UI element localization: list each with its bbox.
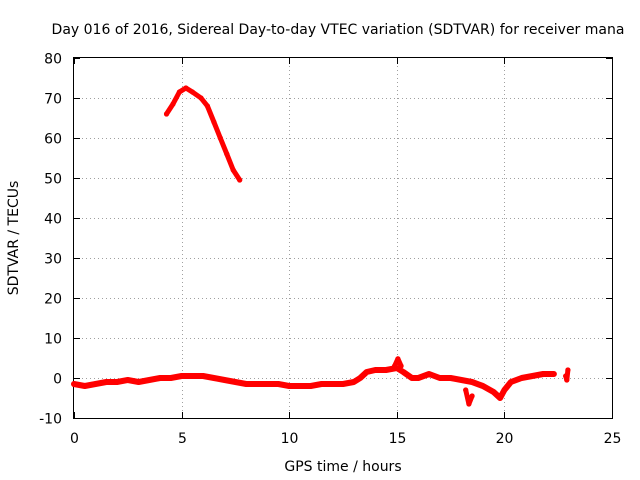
data-point [340,381,346,387]
data-point [519,375,525,381]
x-tick-label: 25 [604,431,622,447]
data-point [176,89,182,95]
data-point [466,401,472,407]
series-sdtvar-baseline [71,365,557,401]
data-point [211,119,217,125]
data-point [448,375,454,381]
data-point [497,395,503,401]
data-point [125,377,131,383]
series-sdtvar-high-arc [164,85,243,183]
data-point [198,95,204,101]
data-point [329,381,335,387]
data-point [529,373,536,379]
data-point [170,101,176,107]
chart-title: Day 016 of 2016, Sidereal Day-to-day VTE… [52,22,625,38]
axis-ticks: 0 5 10 15 20 25 -10 0 10 20 30 40 50 60 70 80 [39,52,621,448]
data-point [480,383,486,389]
data-point [351,379,357,385]
data-point [469,379,475,385]
data-point [103,379,109,385]
y-tick-label: 20 [44,292,62,308]
data-point [146,377,152,383]
data-point [392,363,398,369]
data-point [222,377,228,383]
data-point [189,373,195,379]
data-point [183,85,189,91]
data-point [469,393,475,399]
data-point [275,381,281,387]
y-axis-label: SDTVAR / TECUs [6,181,22,296]
data-point [265,381,271,387]
x-tick-label: 0 [70,431,79,447]
y-tick-label: 60 [44,132,62,148]
data-point [232,379,238,385]
x-axis-label: GPS time / hours [284,459,401,475]
data-point [364,369,370,375]
y-tick-label: 50 [44,172,62,188]
y-tick-label: 70 [44,92,62,108]
data-point [230,167,236,173]
data-point [157,375,163,381]
data-point [491,389,497,395]
data-point [426,371,432,377]
data-point [114,379,120,385]
x-tick-label: 5 [178,431,187,447]
data-point [189,89,195,95]
data-point [372,367,378,373]
plot-frame [73,57,613,419]
x-tick-label: 15 [389,431,407,447]
y-tick-label: 30 [44,252,62,268]
data-point [551,371,557,377]
data-point [508,379,514,385]
data-point [308,383,314,389]
data-point [92,381,99,387]
y-tick-label: 40 [44,212,62,228]
data-point [398,363,404,369]
data-point [400,369,406,375]
data-point [163,111,170,117]
data-point [237,177,243,183]
data-point [168,375,174,381]
data-point [540,371,546,377]
data-point [179,373,185,379]
data-point [224,151,230,157]
x-tick-label: 20 [496,431,514,447]
data-point [254,381,260,387]
data-point [204,103,210,109]
data-point [318,381,325,387]
data-point [564,377,570,383]
data-point [357,375,363,381]
data-point [211,375,217,381]
data-point [200,373,206,379]
series-layer [71,85,571,407]
data-point [243,381,249,387]
data-point [136,379,142,385]
data-point [437,375,443,381]
data-point [415,375,421,381]
data-point [383,367,389,373]
data-point [458,377,464,383]
data-point [565,367,571,373]
grid-lines [74,58,612,418]
data-point [286,383,292,389]
data-point [463,387,469,393]
data-point [395,356,401,362]
data-point [82,383,88,389]
data-point [217,135,223,141]
x-tick-label: 10 [281,431,299,447]
data-point [71,381,77,387]
y-tick-label: 10 [44,332,62,348]
data-point [297,383,303,389]
y-tick-label: 80 [44,52,62,68]
data-point [563,373,569,379]
y-tick-label: -10 [39,412,62,428]
y-tick-label: 0 [53,372,62,388]
data-point [409,375,415,381]
data-point [501,387,507,393]
